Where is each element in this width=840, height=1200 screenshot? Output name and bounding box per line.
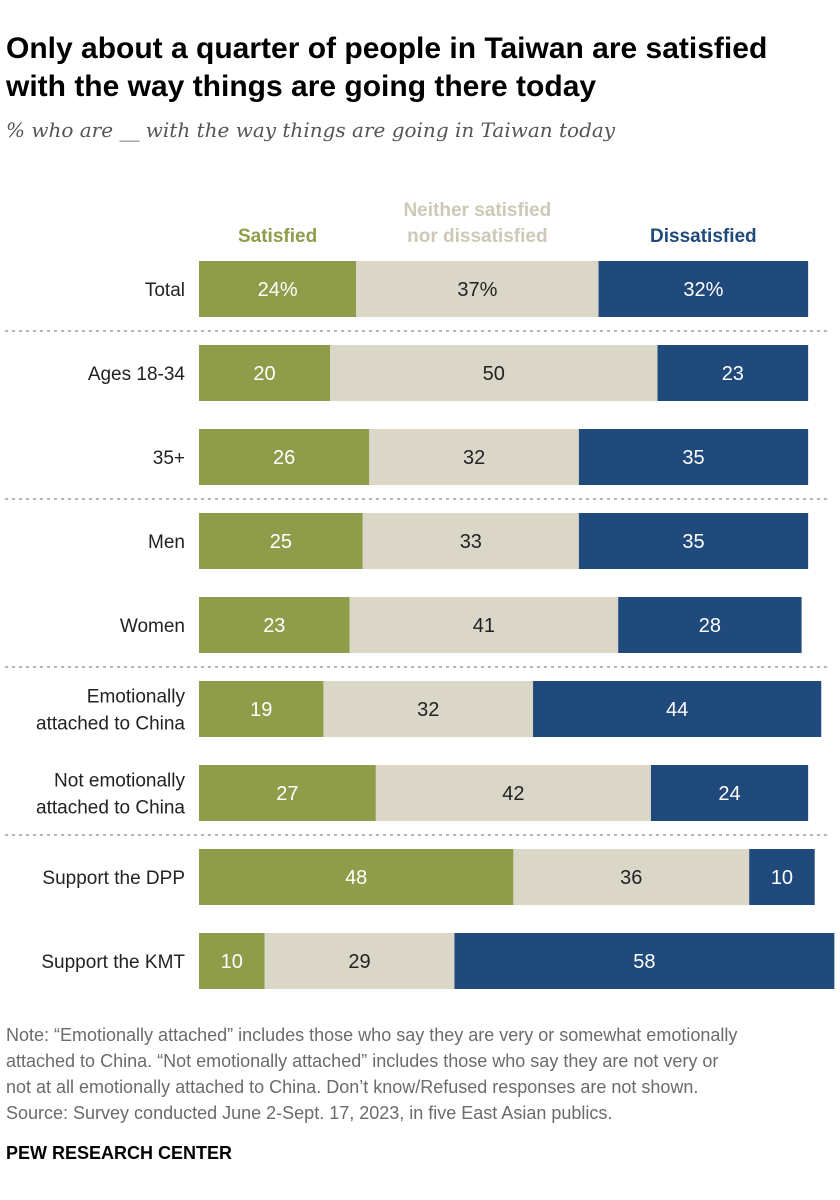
data-label: 33 [460,531,482,553]
category-label-line: Total [145,280,185,301]
bar-segment [657,345,809,401]
data-label: 19 [250,699,272,721]
category-label-line: Support the DPP [42,868,185,889]
bar-segment [199,681,324,737]
bar-segment [330,345,658,401]
brand-logo-text: PEW RESEARCH CENTER [6,1143,233,1163]
category-label-line: 35+ [153,448,185,469]
bar-segment [349,597,619,653]
data-label: 32 [417,699,439,721]
category-label: Women [120,616,185,637]
stacked-bar-chart: Total 24% 37% 32% Ages 18-34 20 50 23 35+ 26 32 35 M… [5,261,835,989]
data-label: 25 [270,531,292,553]
bar-segment [264,933,455,989]
data-label: 27 [276,783,298,805]
category-label: Support the DPP [42,868,185,889]
data-label: 41 [473,615,495,637]
bar-segment [598,261,809,317]
data-label: 26 [273,447,295,469]
bar-segment [533,681,822,737]
data-label: 10 [771,867,793,889]
category-label-line: Men [148,532,185,553]
category-label: Ages 18-34 [88,364,186,385]
chart-note: Note: “Emotionally attached” includes th… [6,1022,834,1126]
data-label: 48 [345,867,367,889]
bar-segment [513,849,750,905]
category-label-line: attached to China [36,714,185,735]
data-label: 10 [221,951,243,973]
category-label: Men [148,532,185,553]
category-label-line: Ages 18-34 [88,364,186,385]
category-label: Emotionally attached to China [36,687,185,735]
data-label: 35 [682,531,704,553]
bar-segment [199,345,330,401]
bar-segment [578,513,809,569]
category-label-line: Not emotionally [54,771,185,792]
legend-item-1: Neither satisfied nor dissatisfied [403,200,552,247]
category-label-line: attached to China [36,798,185,819]
legend-item-2: Dissatisfied [650,226,757,247]
bar-segment [199,597,350,653]
bar-segment [199,261,357,317]
bar-segment [362,513,579,569]
data-label: 58 [633,951,655,973]
bar-segment [618,597,802,653]
data-label: 32% [683,279,723,301]
chart-subtitle: % who are __ with the way things are goi… [6,118,616,142]
data-label: 24% [258,279,298,301]
bar-segment [356,261,599,317]
bar-segment [375,765,651,821]
data-label: 36 [620,867,642,889]
data-label: 35 [682,447,704,469]
data-label: 50 [483,363,505,385]
bar-segment [199,849,514,905]
bar-segment [454,933,835,989]
bar-segment [749,849,815,905]
data-label: 23 [263,615,285,637]
data-label: 42 [502,783,524,805]
chart-title-line-1: Only about a quarter of people in Taiwan… [6,32,768,65]
bar-segment [323,681,534,737]
data-label: 28 [699,615,721,637]
data-label: 20 [253,363,275,385]
category-label: Not emotionally attached to China [36,771,185,819]
category-label-line: Women [120,616,185,637]
bar-segment [369,429,579,485]
note-line-4: Source: Survey conducted June 2-Sept. 17… [6,1103,613,1123]
data-label: 32 [463,447,485,469]
bar-segment [199,513,363,569]
note-line-2: attached to China. “Not emotionally atta… [6,1051,719,1071]
data-label: 44 [666,699,688,721]
data-label: 29 [348,951,370,973]
data-label: 24 [718,783,740,805]
chart-title-line-2: with the way things are going there toda… [6,70,597,103]
category-label: 35+ [153,448,185,469]
legend-item-0: Satisfied [237,226,318,247]
bar-segment [199,933,265,989]
category-label-line: Support the KMT [41,952,185,973]
category-label: Support the KMT [41,952,185,973]
bar-segment [199,765,376,821]
note-line-1: Note: “Emotionally attached” includes th… [6,1025,738,1045]
chart-title: Only about a quarter of people in Taiwan… [6,30,836,106]
category-label: Total [145,280,185,301]
data-label: 23 [722,363,744,385]
note-line-3: not at all emotionally attached to China… [6,1077,699,1097]
category-label-line: Emotionally [87,687,186,708]
bar-segment [650,765,809,821]
data-label: 37% [457,279,497,301]
bar-segment [578,429,809,485]
bar-segment [199,429,370,485]
